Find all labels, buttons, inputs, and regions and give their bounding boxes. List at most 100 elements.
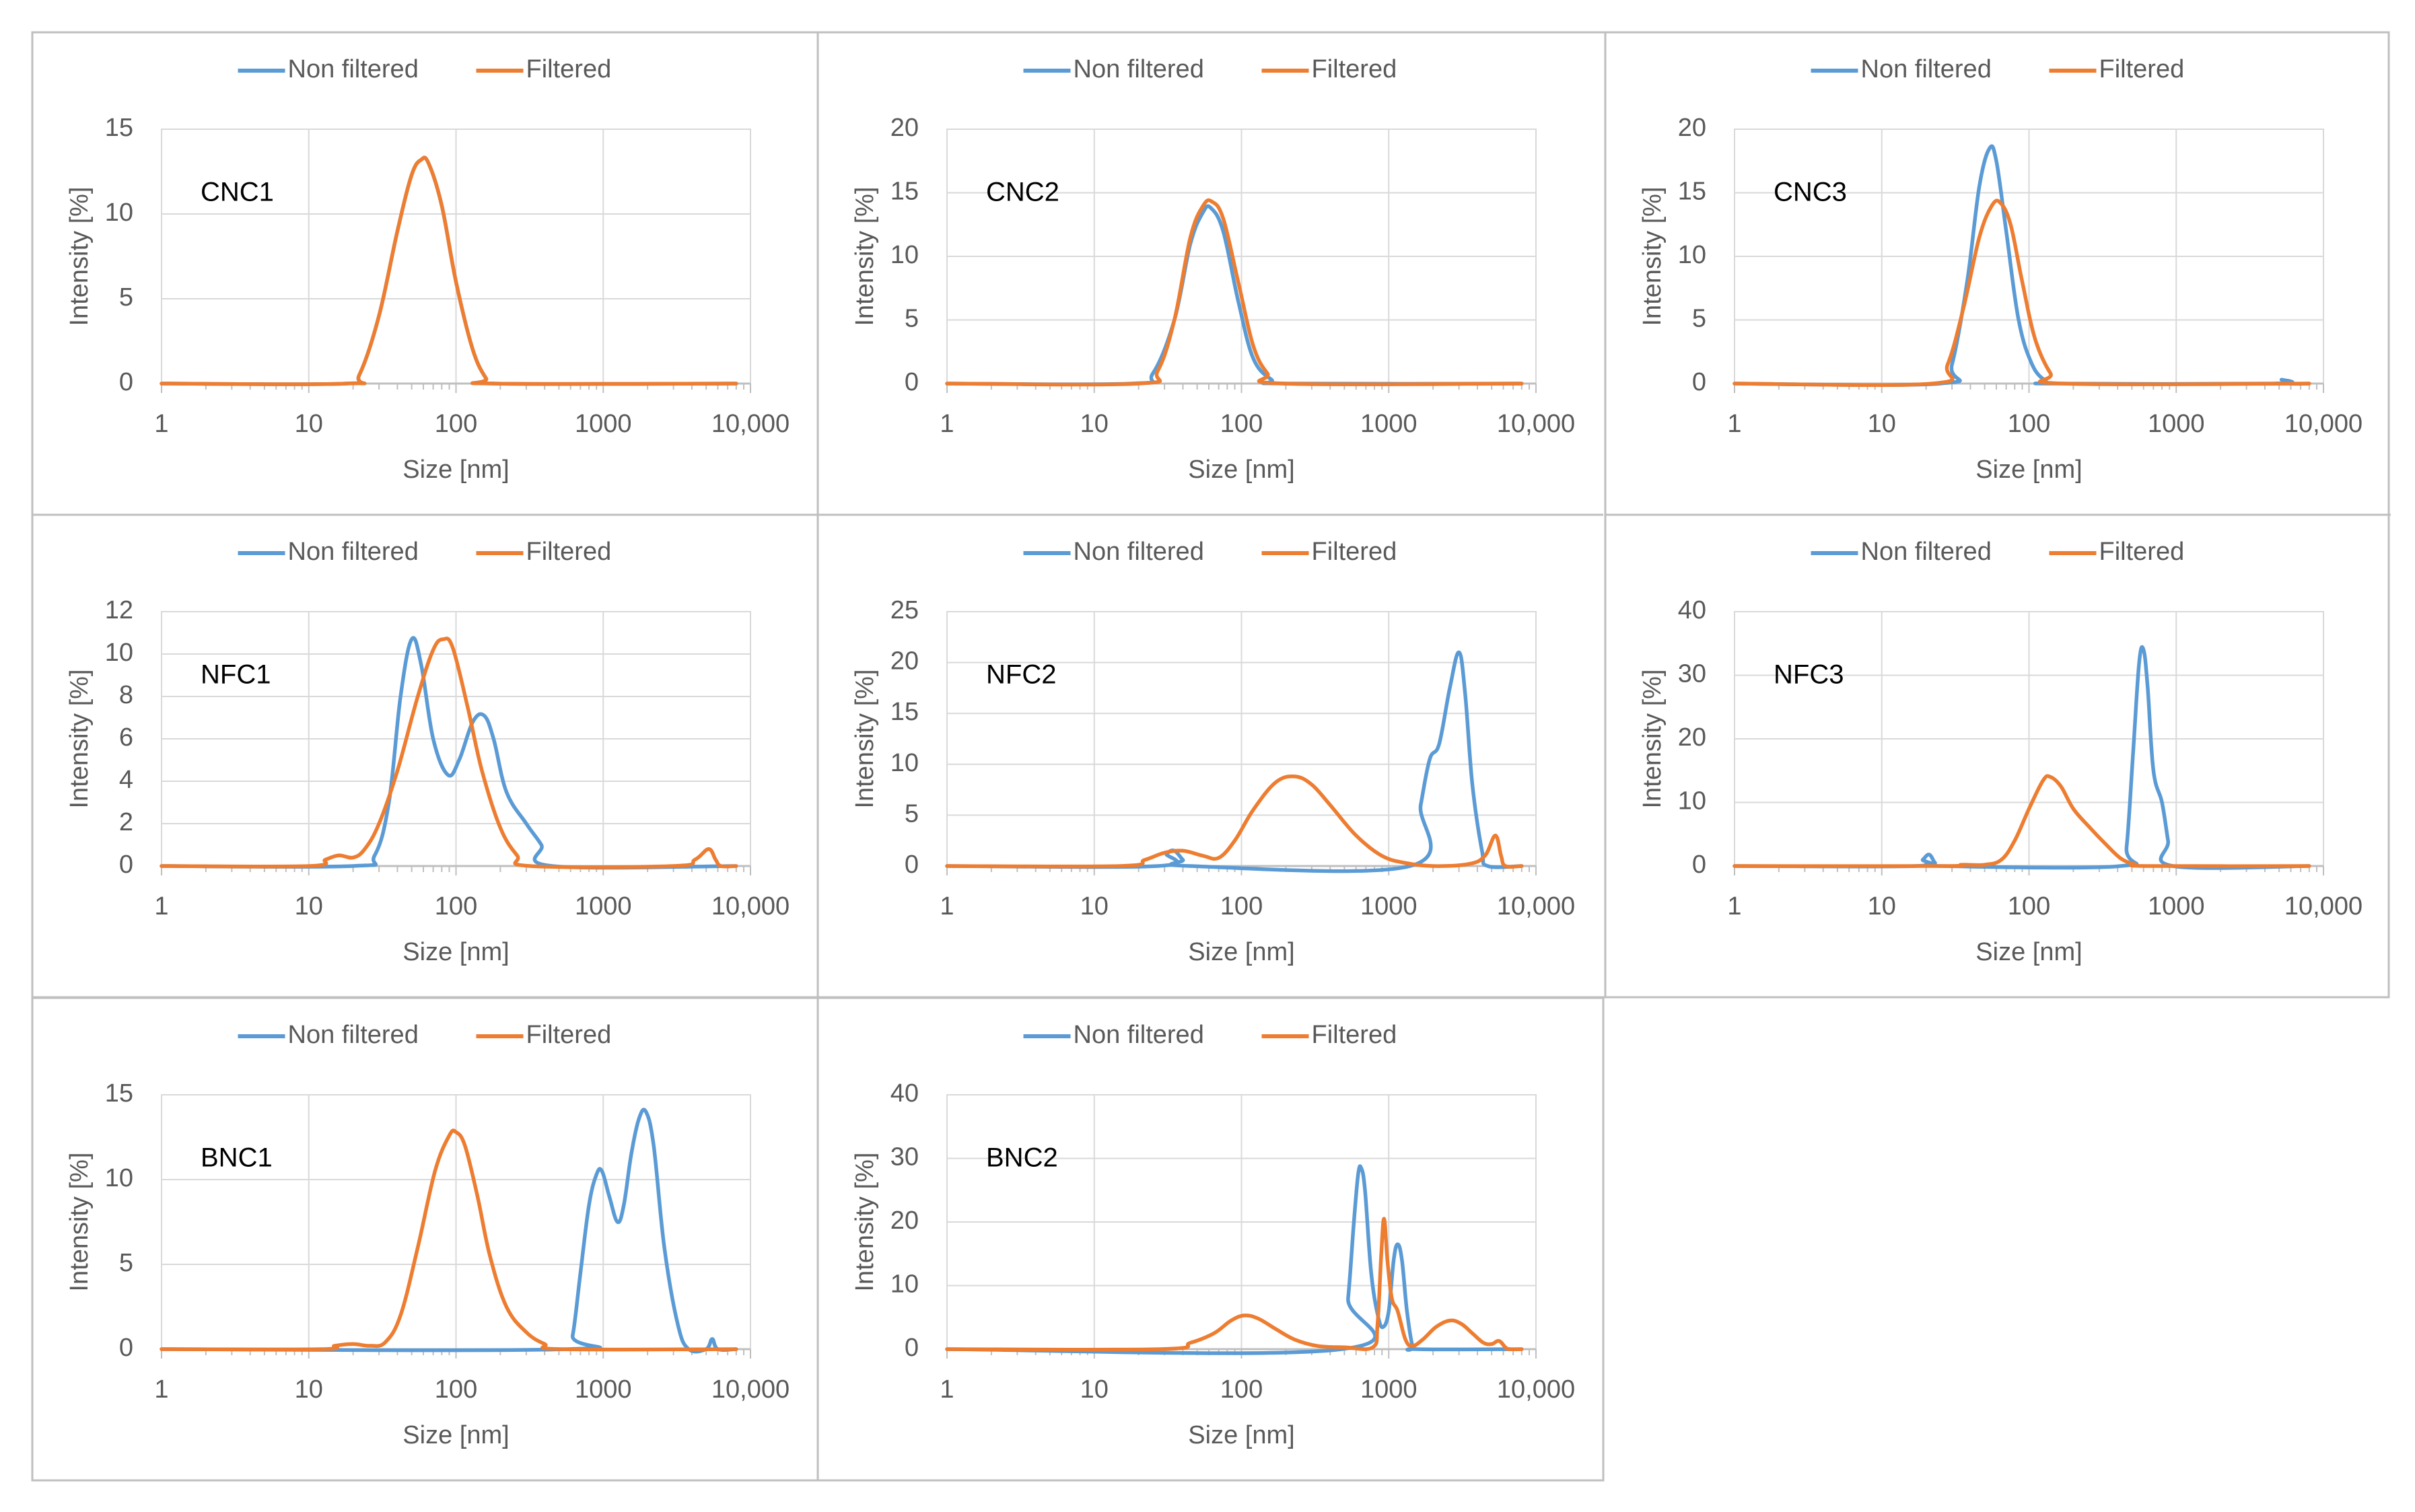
legend-label: Filtered xyxy=(2099,538,2185,566)
x-tick-label: 1 xyxy=(154,892,168,921)
x-tick-label: 10 xyxy=(295,1375,323,1404)
y-tick-label: 40 xyxy=(890,1079,919,1108)
chart-cnc2: 0 5 10 15 20 1 10 100 1000 10,000 Size [nm] Intensi… xyxy=(816,32,1575,515)
legend-label: Non filtered xyxy=(1074,1021,1204,1049)
y-tick-label: 25 xyxy=(890,596,919,624)
x-tick-label: 1000 xyxy=(1360,410,1418,438)
x-tick-label: 10 xyxy=(1080,410,1109,438)
x-axis-title: Size [nm] xyxy=(1975,456,2082,484)
x-tick-label: 10 xyxy=(1080,892,1109,921)
chart-label: NFC3 xyxy=(1774,660,1844,690)
x-tick-label: 100 xyxy=(435,410,477,438)
y-tick-label: 10 xyxy=(1678,787,1706,816)
x-tick-label: 10,000 xyxy=(2284,410,2362,438)
series-line-filtered xyxy=(1733,774,2311,868)
series-line-filtered xyxy=(945,198,1524,387)
y-tick-label: 5 xyxy=(905,305,919,333)
y-tick-label: 10 xyxy=(105,639,133,667)
y-tick-label: 15 xyxy=(890,178,919,206)
legend-label: Filtered xyxy=(526,1021,612,1049)
y-tick-label: 2 xyxy=(119,808,133,836)
y-tick-label: 30 xyxy=(1678,660,1706,688)
y-tick-label: 6 xyxy=(119,723,133,752)
y-tick-label: 30 xyxy=(890,1143,919,1172)
y-axis-title: Intensity [%] xyxy=(65,187,94,326)
x-axis-title: Size [nm] xyxy=(1188,938,1294,966)
series-line-filtered xyxy=(160,637,738,869)
chart-label: CNC3 xyxy=(1774,178,1847,207)
y-tick-label: 15 xyxy=(890,698,919,726)
y-tick-label: 20 xyxy=(890,1207,919,1235)
chart-bnc1: 0 5 10 15 1 10 100 1000 10,000 Size [nm] Intensity… xyxy=(32,997,818,1449)
y-tick-label: 10 xyxy=(105,199,133,227)
x-tick-label: 1 xyxy=(154,410,168,438)
x-tick-label: 1000 xyxy=(2148,410,2205,438)
y-tick-label: 0 xyxy=(905,851,919,879)
y-tick-label: 40 xyxy=(1678,596,1706,624)
x-axis-title: Size [nm] xyxy=(403,938,509,966)
x-tick-label: 10,000 xyxy=(1497,1375,1575,1404)
y-tick-label: 5 xyxy=(119,1249,133,1277)
series-line-non-filtered xyxy=(160,636,738,870)
y-axis-title: Intensity [%] xyxy=(851,670,879,809)
x-tick-label: 10,000 xyxy=(711,1375,790,1404)
x-tick-label: 10 xyxy=(295,892,323,921)
y-tick-label: 5 xyxy=(905,799,919,828)
legend-label: Non filtered xyxy=(1074,55,1204,83)
legend-label: Filtered xyxy=(1312,538,1397,566)
x-tick-label: 1 xyxy=(1727,892,1741,921)
x-axis-title: Size [nm] xyxy=(403,1421,509,1449)
x-tick-label: 10,000 xyxy=(2284,892,2362,921)
x-tick-label: 10,000 xyxy=(711,410,790,438)
x-tick-label: 10,000 xyxy=(1497,892,1575,921)
x-axis-title: Size [nm] xyxy=(1188,1421,1294,1449)
chart-cnc1: 0 5 10 15 1 10 100 1000 10,000 Size [nm] Intensity… xyxy=(65,55,790,484)
x-axis-title: Size [nm] xyxy=(1188,456,1294,484)
x-tick-label: 1 xyxy=(940,892,954,921)
y-axis-title: Intensity [%] xyxy=(1638,670,1667,809)
chart-bnc2: 0 10 20 30 40 1 10 100 1000 10,000 Size [nm] Intens… xyxy=(816,997,1603,1480)
y-tick-label: 5 xyxy=(1692,305,1706,333)
x-tick-label: 1 xyxy=(1727,410,1741,438)
x-tick-label: 1000 xyxy=(575,410,632,438)
y-tick-label: 10 xyxy=(105,1164,133,1192)
y-tick-label: 20 xyxy=(1678,723,1706,752)
chart-label: BNC1 xyxy=(201,1143,273,1173)
y-tick-label: 4 xyxy=(119,766,133,794)
series-line-non-filtered xyxy=(945,204,1524,386)
x-tick-label: 10 xyxy=(1868,892,1896,921)
y-tick-label: 20 xyxy=(1678,114,1706,142)
y-axis-title: Intensity [%] xyxy=(1638,187,1667,326)
y-tick-label: 10 xyxy=(1678,241,1706,269)
y-tick-label: 8 xyxy=(119,681,133,709)
series-line-filtered xyxy=(945,775,1524,869)
series-line-filtered xyxy=(160,1128,738,1352)
x-tick-label: 10 xyxy=(1080,1375,1109,1404)
x-tick-label: 100 xyxy=(2008,410,2050,438)
x-tick-label: 1000 xyxy=(1360,892,1418,921)
y-tick-label: 15 xyxy=(1678,178,1706,206)
y-tick-label: 0 xyxy=(1692,368,1706,396)
x-axis-title: Size [nm] xyxy=(403,456,509,484)
x-tick-label: 100 xyxy=(1220,1375,1263,1404)
y-tick-label: 0 xyxy=(119,851,133,879)
x-tick-label: 10 xyxy=(1868,410,1896,438)
legend-label: Filtered xyxy=(526,55,612,83)
x-tick-label: 100 xyxy=(1220,410,1263,438)
chart-label: NFC1 xyxy=(201,660,271,690)
x-tick-label: 1000 xyxy=(575,1375,632,1404)
x-tick-label: 100 xyxy=(1220,892,1263,921)
y-axis-title: Intensity [%] xyxy=(65,670,94,809)
x-tick-label: 10,000 xyxy=(711,892,790,921)
chart-label: NFC2 xyxy=(986,660,1056,690)
chart-label: CNC1 xyxy=(201,178,274,207)
x-axis-title: Size [nm] xyxy=(1975,938,2082,966)
y-tick-label: 0 xyxy=(905,1334,919,1362)
y-tick-label: 0 xyxy=(1692,851,1706,879)
chart-cnc3: 0 5 10 15 20 1 10 100 1000 10,000 Size [nm] Intensi… xyxy=(1604,32,2362,515)
y-tick-label: 15 xyxy=(105,1079,133,1108)
y-tick-label: 0 xyxy=(119,1334,133,1362)
legend-label: Non filtered xyxy=(1074,538,1204,566)
x-tick-label: 10 xyxy=(295,410,323,438)
